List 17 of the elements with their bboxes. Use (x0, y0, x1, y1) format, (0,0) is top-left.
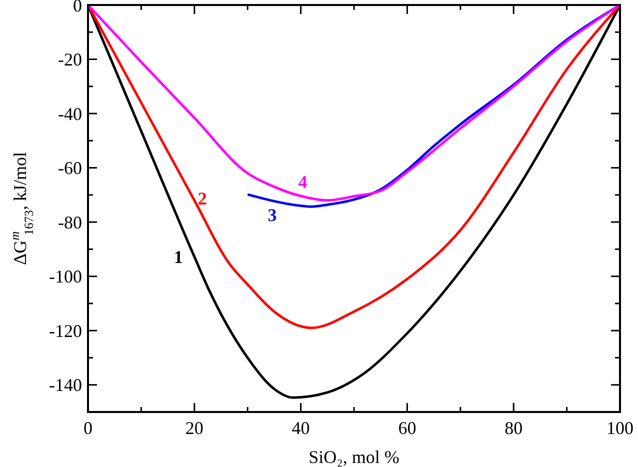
series-label: 4 (298, 172, 308, 192)
x-tick-label: 100 (606, 418, 634, 438)
y-tick-label: -40 (58, 104, 82, 124)
series-label: 2 (198, 188, 207, 208)
y-tick-label: -120 (49, 320, 82, 341)
y-tick-label: -140 (49, 375, 82, 396)
x-tick-label: 20 (185, 418, 204, 438)
y-tick-label: -20 (58, 50, 82, 70)
x-tick-label: 40 (292, 418, 310, 438)
x-axis-title: SiO₂, mol % (308, 447, 400, 467)
y-tick-label: -100 (49, 266, 82, 287)
series-label: 1 (174, 246, 183, 267)
x-tick-label: 60 (398, 418, 416, 438)
series-label: 3 (268, 205, 277, 226)
y-tick-label: -80 (58, 212, 82, 232)
y-tick-label: -60 (58, 158, 82, 178)
x-tick-label: 80 (504, 418, 523, 438)
